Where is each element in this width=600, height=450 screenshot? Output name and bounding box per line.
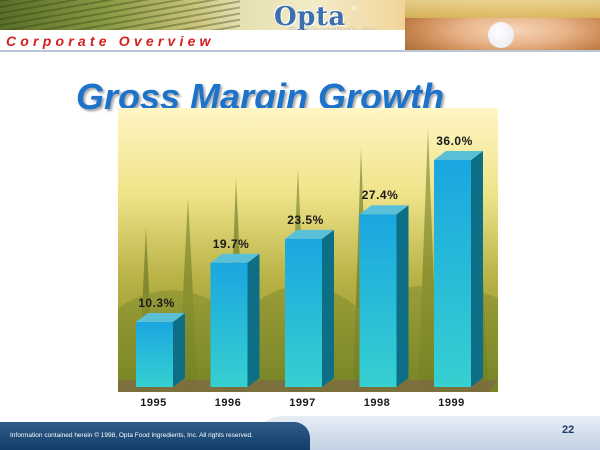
x-axis-ticks: 1995 1996 1997 1998 1999 [140, 397, 464, 409]
bar-side-1999 [471, 151, 483, 387]
bar-1999 [434, 160, 471, 387]
bar-side-1997 [322, 229, 334, 387]
bar-top-1998 [359, 205, 409, 215]
footer-dark-band [0, 422, 310, 450]
logo-registered-mark: ® [352, 6, 358, 13]
bar-1995 [136, 322, 173, 387]
x-tick-1996: 1996 [215, 397, 241, 409]
crop-rows-texture [0, 0, 240, 30]
bar-1998 [359, 214, 397, 387]
header-divider [0, 50, 600, 52]
x-tick-1995: 1995 [140, 397, 166, 409]
bar-1996 [210, 262, 248, 387]
bar-top-1995 [136, 313, 185, 323]
x-tick-1997: 1997 [289, 397, 315, 409]
section-title: Corporate Overview [6, 33, 215, 49]
bar-side-1998 [396, 205, 409, 387]
page-number: 22 [562, 424, 575, 436]
logo-wordmark: Opta [274, 2, 346, 32]
bar-top-1996 [210, 253, 260, 263]
x-tick-1998: 1998 [364, 397, 390, 409]
bar-side-1995 [173, 313, 185, 387]
data-label-1995: 10.3% [138, 296, 175, 310]
data-label-1996: 19.7% [213, 237, 250, 251]
data-labels: 10.3% 19.7% 23.5% 27.4% 36.0% [138, 134, 473, 310]
straw-hat-shape [405, 0, 600, 18]
ice-cream-shape [488, 22, 514, 48]
header-banner: Opta ® Food Ingredients, Inc. Corporate … [0, 0, 600, 50]
section-title-bar [0, 30, 405, 50]
footer-copyright: Information contained herein © 1998, Opt… [10, 432, 253, 439]
bar-top-1999 [434, 151, 483, 160]
data-label-1998: 27.4% [362, 188, 399, 202]
data-label-1999: 36.0% [436, 134, 473, 148]
data-label-1997: 23.5% [287, 213, 324, 227]
gross-margin-bar-chart: 10.3%19.7%23.5%27.4%36.0% 1995 1996 1997 19… [118, 128, 498, 409]
bar-1997 [285, 238, 322, 387]
bar-side-1996 [247, 253, 260, 387]
bars [136, 151, 483, 387]
bar-top-1997 [285, 229, 334, 239]
x-tick-1999: 1999 [438, 397, 464, 409]
